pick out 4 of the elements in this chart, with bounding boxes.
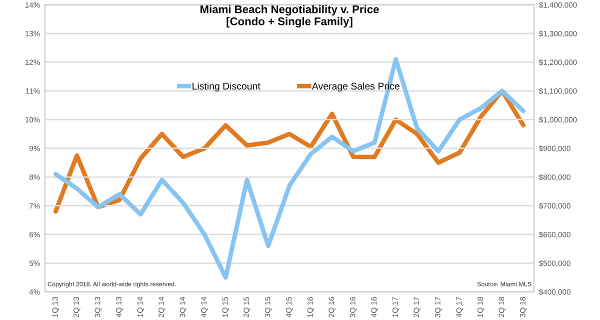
- legend-label: Listing Discount: [192, 82, 260, 92]
- legend-label: Average Sales Price: [312, 82, 400, 92]
- text: Miami Beach Negotiability v. Price [Condo + Single Family]: [200, 5, 379, 28]
- line-series: [53, 57, 526, 280]
